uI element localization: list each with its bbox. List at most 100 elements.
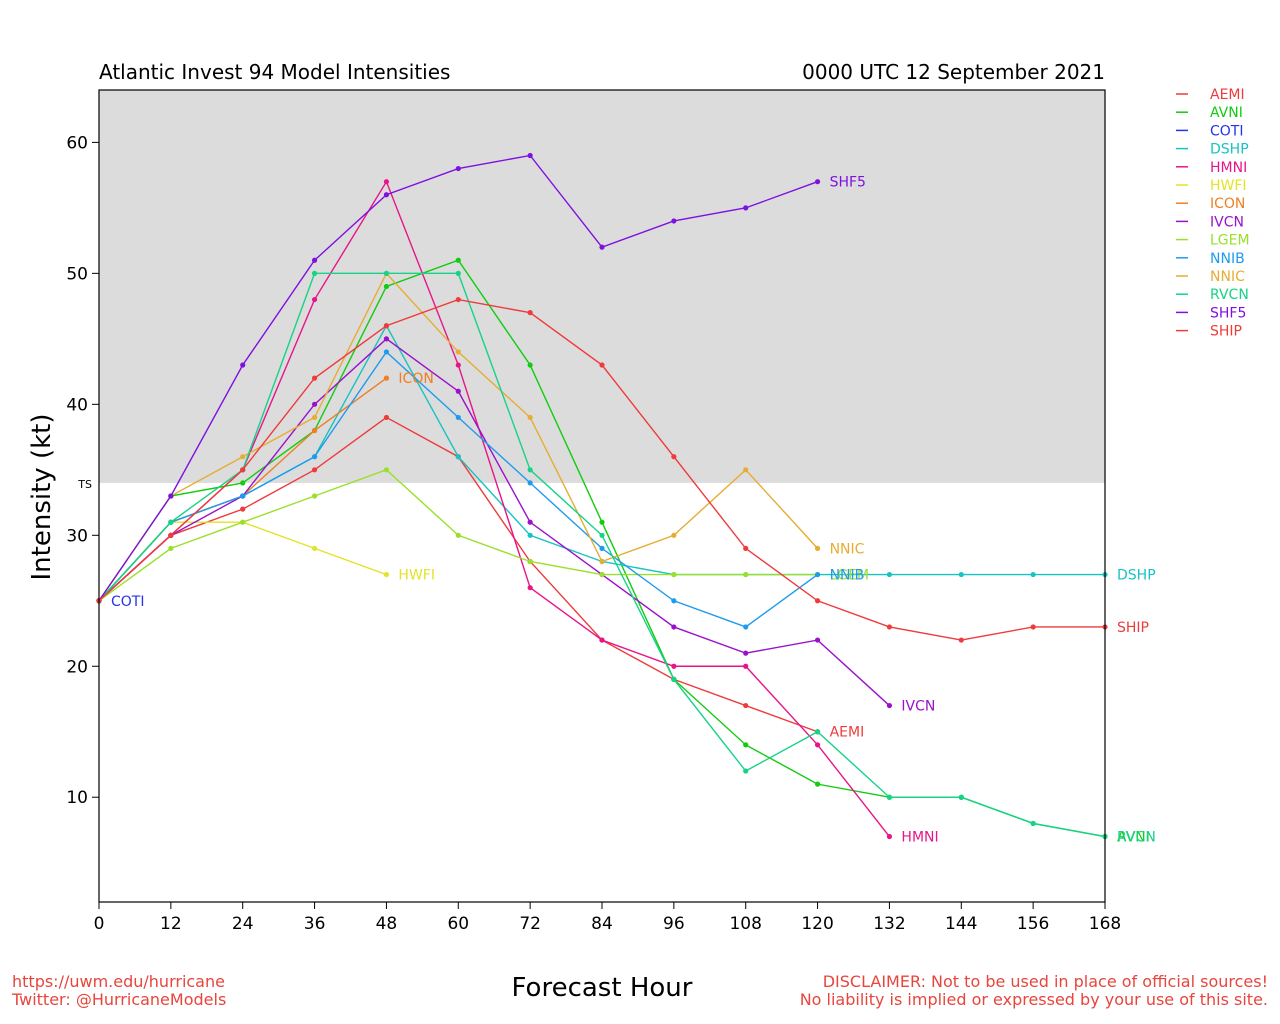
data-point-hwfi (311, 545, 318, 551)
data-point-lgem (743, 571, 749, 578)
data-point-ship (671, 454, 677, 460)
x-tick-label: 120 (801, 914, 833, 934)
data-point-aemi (311, 467, 318, 473)
y-tick-label: 40 (66, 395, 88, 415)
y-tick-label: 20 (66, 657, 88, 677)
y-tick-label: 10 (66, 788, 88, 808)
data-point-ship (527, 310, 533, 316)
data-point-avni (743, 742, 749, 748)
data-point-nnib (455, 414, 461, 421)
data-point-ivcn (527, 519, 533, 525)
data-point-avni (814, 781, 821, 787)
y-axis-label: Intensity (kt) (27, 414, 57, 581)
x-tick-label: 12 (160, 914, 182, 934)
data-point-aemi (383, 414, 390, 421)
end-label-icon: ICON (398, 371, 433, 387)
end-label-hmni: HMNI (901, 830, 938, 846)
end-label-nnic: NNIC (830, 541, 865, 557)
data-point-lgem (383, 467, 390, 473)
series-line-ivcn (98, 337, 890, 707)
end-label-ship: SHIP (1117, 620, 1149, 636)
data-point-rvcn (814, 729, 821, 735)
data-point-lgem (527, 558, 533, 565)
data-point-nnib (383, 349, 390, 355)
legend-label-dshp: DSHP (1210, 142, 1249, 158)
data-point-lgem (599, 571, 605, 578)
x-tick-label: 72 (519, 914, 541, 934)
end-label-dshp: DSHP (1117, 568, 1156, 584)
data-point-hmni (383, 179, 390, 185)
series-ship (96, 296, 1108, 643)
data-point-nnib (240, 493, 246, 499)
data-point-nnic (743, 467, 749, 473)
data-point-dshp (527, 532, 533, 538)
data-point-ivcn (743, 650, 749, 656)
end-label-aemi: AEMI (830, 725, 865, 741)
legend-label-avni: AVNI (1210, 105, 1243, 121)
end-label-coti: COTI (111, 594, 144, 610)
data-point-hmni (671, 663, 677, 669)
legend-label-lgem: LGEM (1210, 233, 1250, 249)
data-point-shf5 (311, 257, 318, 263)
data-point-ship (886, 624, 893, 630)
data-point-hwfi (383, 571, 390, 578)
end-label-nnib: NNIB (830, 568, 865, 584)
data-point-avni (383, 283, 390, 290)
data-point-ivcn (814, 637, 821, 643)
data-point-ship (383, 323, 390, 329)
end-label-avni: AVNI (1117, 830, 1150, 846)
x-tick-label: 60 (447, 914, 469, 934)
data-point-avni (527, 362, 533, 368)
data-point-shf5 (599, 244, 605, 250)
data-point-nnib (599, 545, 605, 551)
legend-label-aemi: AEMI (1210, 87, 1245, 103)
x-tick-label: 156 (1017, 914, 1049, 934)
data-point-ship (455, 296, 461, 303)
data-point-shf5 (671, 218, 677, 224)
series-layer (96, 152, 1108, 840)
y-tick-label: 30 (66, 526, 88, 546)
data-point-lgem (671, 571, 677, 578)
x-tick-label: 96 (663, 914, 685, 934)
end-label-ivcn: IVCN (901, 699, 935, 715)
data-point-ship (958, 637, 964, 643)
chart-date: 0000 UTC 12 September 2021 (802, 60, 1105, 84)
data-point-hmni (311, 296, 318, 303)
data-point-nnic (527, 414, 533, 421)
data-point-nnic (671, 532, 677, 538)
series-lgem (96, 467, 821, 604)
data-point-icon (311, 427, 318, 434)
end-label-shf5: SHF5 (830, 175, 866, 191)
data-point-avni (599, 519, 605, 525)
data-point-rvcn (886, 794, 893, 800)
data-point-avni (455, 257, 461, 263)
data-point-lgem (240, 519, 246, 525)
data-point-shf5 (168, 493, 174, 499)
end-label-lgem: LGEM (830, 568, 870, 584)
data-point-rvcn (671, 676, 677, 682)
data-point-nnic (814, 545, 821, 551)
data-point-ship (1030, 624, 1036, 630)
data-point-ship (814, 598, 821, 604)
legend-label-rvcn: RVCN (1210, 287, 1249, 303)
legend-label-hwfi: HWFI (1210, 178, 1247, 194)
y-tick-label: 50 (66, 264, 88, 284)
data-point-aemi (743, 702, 749, 709)
data-point-nnic (599, 558, 605, 565)
data-point-ivcn (383, 336, 390, 342)
axes: 0 12 24 36 48 60 72 84 96 108 120 132 144 156 168 10 20 3… (66, 133, 1121, 934)
data-point-nnic (455, 349, 461, 355)
plot-frame (98, 89, 1106, 903)
end-label-hwfi: HWFI (398, 568, 435, 584)
data-point-ship (311, 375, 318, 381)
data-point-nnib (814, 571, 821, 578)
data-point-dshp (958, 571, 964, 578)
data-point-shf5 (527, 152, 533, 159)
data-point-ship (240, 467, 246, 473)
data-point-ivcn (671, 624, 677, 630)
data-point-ivcn (886, 702, 893, 709)
ts-threshold-label: TS (77, 478, 92, 491)
data-point-rvcn (958, 794, 964, 800)
data-point-nnib (527, 480, 533, 486)
data-point-dshp (886, 571, 893, 578)
